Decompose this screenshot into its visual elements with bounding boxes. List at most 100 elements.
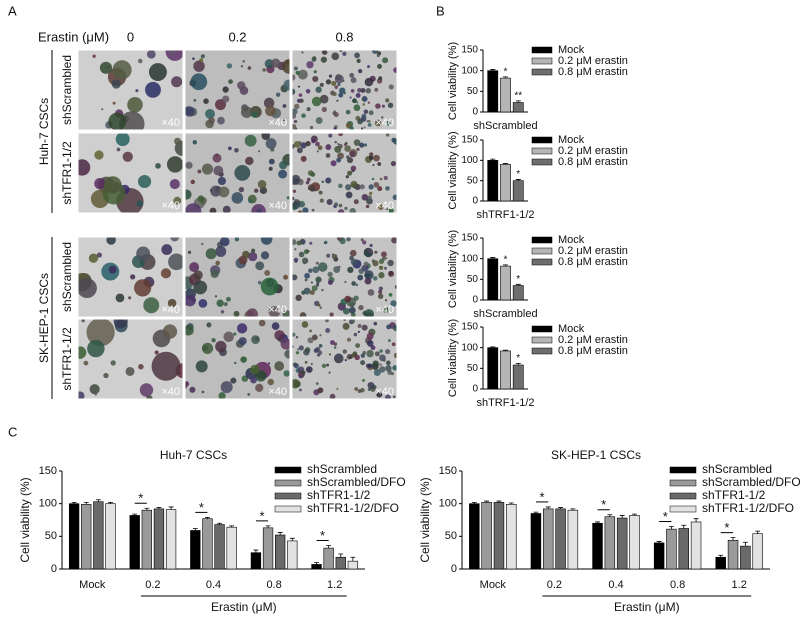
- bar: [500, 350, 511, 390]
- cell-sphere: [226, 63, 233, 69]
- cell-sphere: [233, 332, 237, 336]
- cell-sphere: [240, 106, 253, 118]
- cell-sphere: [367, 388, 371, 391]
- cell-sphere: [385, 257, 388, 260]
- cell-sphere: [145, 81, 161, 98]
- cell-sphere: [364, 270, 374, 280]
- magnification: ×40: [375, 386, 394, 398]
- bar: [487, 347, 499, 390]
- cell-sphere: [359, 142, 365, 148]
- bar: [616, 517, 628, 570]
- cell-sphere: [103, 372, 109, 379]
- cell-sphere: [143, 297, 160, 314]
- cell-sphere: [376, 54, 380, 58]
- cell-sphere: [321, 363, 327, 369]
- cell-sphere: [392, 365, 397, 371]
- cell-sphere: [292, 378, 300, 389]
- cell-sphere: [261, 133, 271, 140]
- cell-sphere: [328, 74, 333, 78]
- error-bar: [350, 556, 356, 562]
- bar: [347, 560, 359, 570]
- error-bar: [595, 521, 600, 524]
- cell-sphere: [173, 196, 182, 205]
- cell-sphere: [345, 109, 351, 115]
- cell-sphere: [356, 101, 359, 104]
- y-tick-label: 50: [467, 175, 479, 186]
- y-tick-label: 100: [461, 342, 478, 353]
- bar: [678, 528, 689, 570]
- legend-swatch: [531, 247, 553, 255]
- cell-sphere: [344, 358, 347, 362]
- cell-sphere: [387, 102, 394, 108]
- cell-sphere: [267, 378, 274, 386]
- cell-sphere: [353, 104, 361, 112]
- cell-sphere: [255, 383, 264, 392]
- cell-sphere: [112, 60, 132, 80]
- cell-sphere: [292, 332, 296, 337]
- cell-sphere: [251, 111, 258, 118]
- legend-label: shScrambled: [702, 462, 772, 476]
- cell-sphere: [302, 207, 309, 213]
- cell-sphere: [241, 375, 249, 382]
- cell-sphere: [205, 248, 217, 260]
- cell-sphere: [367, 101, 370, 104]
- error-bar: [95, 499, 101, 502]
- y-tick-label: 100: [439, 498, 457, 510]
- cell-sphere: [311, 96, 322, 107]
- cell-sphere: [299, 388, 302, 392]
- cell-sphere: [113, 319, 128, 329]
- legend-label: shTFR1-1/2/DFO: [702, 501, 794, 515]
- y-axis-label: Cell viability (%): [418, 477, 432, 562]
- cell-sphere: [260, 237, 273, 245]
- significance: *: [516, 274, 520, 285]
- bar: [740, 545, 751, 570]
- cell-sphere: [209, 189, 212, 192]
- bar: [500, 77, 511, 113]
- significance: *: [320, 528, 325, 543]
- cell-sphere: [392, 395, 396, 399]
- chart-title: SK-HEP-1 CSCs: [551, 448, 641, 462]
- bar: [469, 503, 480, 570]
- cell-sphere: [122, 151, 133, 162]
- bar: [715, 556, 726, 570]
- cell-sphere: [330, 160, 337, 167]
- error-bar: [533, 511, 539, 514]
- cell-sphere: [366, 340, 374, 347]
- cell-sphere: [369, 152, 374, 157]
- bar: [752, 533, 763, 570]
- cell-sphere: [81, 319, 85, 323]
- cell-sphere: [115, 133, 130, 147]
- cell-sphere: [318, 344, 323, 348]
- cell-sphere: [334, 202, 339, 207]
- cell-sphere: [303, 349, 310, 356]
- cell-sphere: [78, 159, 91, 176]
- legend-label: Mock: [558, 234, 585, 246]
- cell-sphere: [296, 98, 302, 103]
- cell-sphere: [338, 265, 341, 269]
- cell-sphere: [222, 205, 231, 213]
- error-bar: [742, 541, 748, 547]
- cell-sphere: [306, 107, 311, 112]
- cell-sphere: [312, 75, 319, 82]
- cell-sphere: [350, 165, 357, 172]
- cell-sphere: [334, 145, 342, 153]
- legend-swatch: [669, 466, 697, 474]
- magnification: ×40: [161, 117, 180, 129]
- cell-sphere: [246, 308, 258, 317]
- cell-sphere: [362, 103, 366, 106]
- cell-sphere: [294, 103, 300, 110]
- cell-sphere: [393, 67, 397, 73]
- cell-sphere: [319, 334, 322, 337]
- micrograph: [78, 133, 183, 213]
- cell-sphere: [249, 364, 260, 375]
- cell-sphere: [210, 269, 219, 279]
- y-tick-label: 100: [461, 253, 478, 264]
- cell-sphere: [336, 99, 339, 102]
- error-bar: [515, 100, 521, 103]
- cell-sphere: [309, 290, 315, 296]
- cell-sphere: [169, 178, 180, 190]
- cell-sphere: [281, 59, 290, 74]
- bar: [81, 504, 92, 570]
- bar: [190, 530, 201, 570]
- cell-sphere: [303, 287, 311, 295]
